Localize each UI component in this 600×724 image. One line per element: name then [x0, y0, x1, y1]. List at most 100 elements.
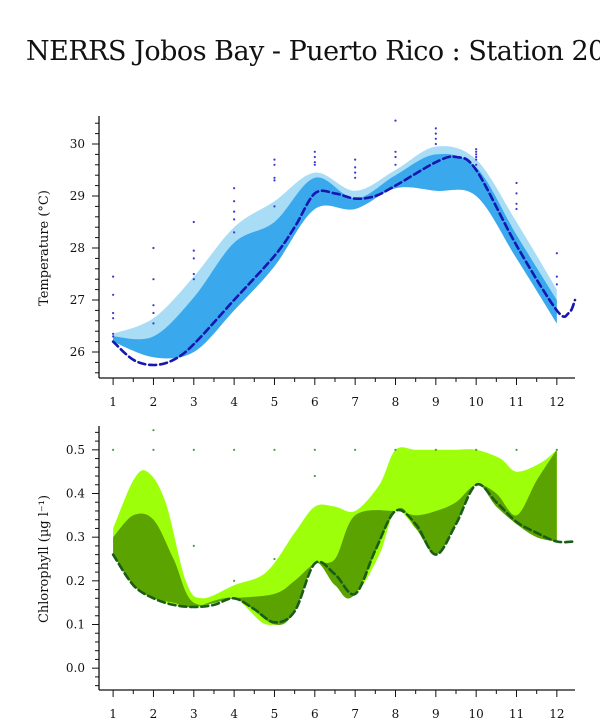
data-point — [313, 448, 316, 451]
data-point — [152, 311, 155, 315]
data-point — [555, 275, 558, 278]
x-tick-label: 12 — [549, 707, 564, 721]
data-point — [555, 448, 558, 451]
data-point — [152, 322, 155, 325]
data-point — [515, 192, 518, 195]
data-point — [515, 181, 518, 185]
data-point — [354, 158, 357, 161]
x-tick-label: 10 — [469, 707, 484, 721]
data-point — [555, 252, 558, 255]
y-tick-label: 0.4 — [66, 487, 85, 501]
chlorophyll-panel: 0.00.10.20.30.40.51 2 3 4 5 6 7 8 9 10 11 12Chlorop… — [37, 426, 577, 721]
data-point — [515, 448, 518, 451]
x-tick-label: 6 — [311, 395, 319, 409]
data-point — [273, 205, 276, 208]
x-tick-label: 3 — [190, 395, 198, 409]
y-tick-label: 28 — [70, 241, 85, 255]
outer-band — [113, 447, 557, 626]
y-tick-label: 0.2 — [66, 574, 85, 588]
x-tick-label: 9 — [432, 395, 440, 409]
y-tick-label: 0.1 — [66, 618, 85, 632]
data-point — [515, 207, 518, 211]
x-tick-label: 8 — [392, 707, 400, 721]
median-line — [111, 155, 577, 367]
data-point — [273, 179, 276, 182]
data-point — [273, 163, 276, 166]
data-point — [434, 127, 437, 130]
x-tick-label: 2 — [150, 707, 158, 721]
data-point — [354, 171, 357, 174]
data-point — [354, 448, 357, 451]
data-point — [152, 429, 155, 432]
data-point — [475, 163, 478, 166]
data-point — [233, 231, 236, 234]
y-tick-label: 0.5 — [66, 443, 85, 457]
data-point — [273, 176, 276, 179]
x-tick-label: 3 — [190, 707, 198, 721]
data-point — [192, 220, 195, 224]
data-point — [394, 119, 397, 122]
data-point — [354, 176, 357, 179]
data-point — [475, 155, 478, 159]
x-tick-label: 5 — [271, 395, 279, 409]
data-point — [434, 137, 437, 140]
data-point — [112, 448, 115, 451]
data-point — [313, 474, 316, 478]
x-tick-label: 9 — [432, 707, 440, 721]
data-point — [394, 155, 397, 159]
data-point — [313, 163, 316, 166]
y-tick-label: 30 — [70, 137, 85, 151]
data-point — [192, 249, 195, 252]
y-tick-label: 29 — [70, 189, 85, 203]
data-point — [233, 187, 236, 190]
x-tick-label: 11 — [509, 395, 524, 409]
y-tick-label: 26 — [70, 345, 85, 359]
data-point — [394, 163, 397, 166]
data-point — [475, 150, 478, 153]
x-tick-label: 12 — [549, 395, 564, 409]
data-point — [475, 153, 478, 156]
data-point — [313, 155, 316, 159]
data-point — [354, 166, 357, 169]
data-point — [152, 448, 155, 451]
data-point — [475, 158, 478, 161]
data-point — [233, 200, 236, 203]
x-tick-label: 10 — [469, 395, 484, 409]
data-point — [233, 448, 236, 451]
data-point — [112, 275, 115, 278]
data-point — [192, 272, 195, 276]
data-point — [434, 132, 437, 135]
data-point — [192, 448, 195, 451]
data-point — [233, 210, 236, 213]
data-point — [152, 304, 155, 307]
y-tick-label: 0.0 — [66, 661, 85, 675]
x-tick-label: 6 — [311, 707, 319, 721]
data-point — [112, 293, 115, 296]
x-tick-label: 11 — [509, 707, 524, 721]
x-tick-label: 2 — [150, 395, 158, 409]
inner-band — [113, 153, 557, 359]
data-point — [434, 448, 437, 451]
x-tick-label: 1 — [109, 707, 117, 721]
data-point — [273, 158, 276, 161]
data-point — [152, 278, 155, 281]
data-point — [273, 557, 276, 561]
x-tick-label: 4 — [230, 395, 238, 409]
data-point — [434, 142, 437, 146]
x-tick-label: 7 — [351, 395, 359, 409]
x-tick-label: 1 — [109, 395, 117, 409]
y-axis-label: Temperature (°C) — [37, 190, 52, 306]
data-point — [313, 150, 316, 153]
data-point — [152, 246, 155, 250]
x-tick-label: 7 — [351, 707, 359, 721]
data-point — [192, 278, 195, 281]
data-point — [394, 150, 397, 153]
x-tick-label: 5 — [271, 707, 279, 721]
x-tick-label: 8 — [392, 395, 400, 409]
median-line — [111, 482, 577, 624]
y-axis-label: Chlorophyll (µg l⁻¹) — [37, 495, 52, 623]
data-point — [233, 218, 236, 221]
data-point — [515, 202, 518, 205]
